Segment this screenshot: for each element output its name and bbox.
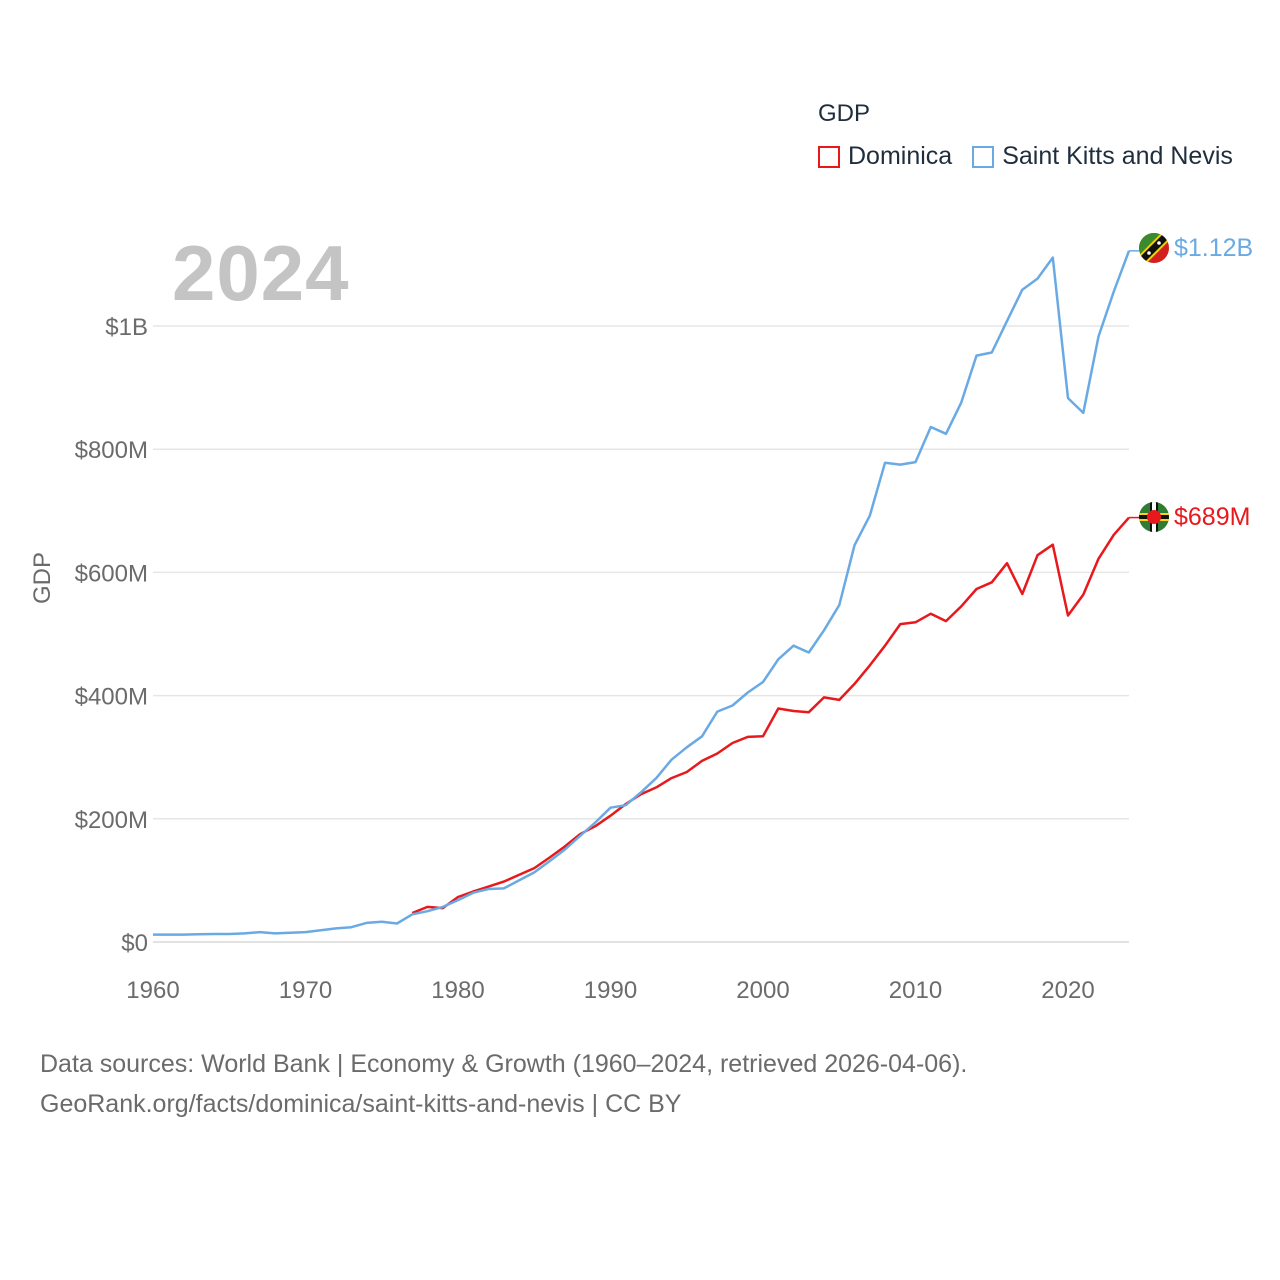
x-tick-label: 1970: [279, 977, 332, 1004]
series-line-dominica: [411, 516, 1130, 915]
legend-label-saint-kitts: Saint Kitts and Nevis: [1002, 142, 1233, 170]
legend: Dominica Saint Kitts and Nevis: [818, 142, 1253, 171]
x-tick-label: 2020: [1041, 977, 1094, 1004]
end-label-dominica: $689M: [1174, 503, 1250, 531]
source-note: Data sources: World Bank | Economy & Gro…: [40, 1044, 967, 1124]
source-line-2[interactable]: GeoRank.org/facts/dominica/saint-kitts-a…: [40, 1090, 682, 1118]
y-tick-label: $200M: [75, 807, 148, 834]
legend-swatch-dominica: [818, 145, 840, 168]
y-tick-label: $0: [121, 930, 148, 957]
x-tick-label: 2000: [736, 977, 789, 1004]
saint-kitts-flag-icon: [1139, 233, 1169, 263]
year-label: 2024: [172, 229, 350, 317]
x-tick-label: 2010: [889, 977, 942, 1004]
y-tick-label: $800M: [75, 437, 148, 464]
end-label-saint-kitts: $1.12B: [1174, 234, 1253, 262]
legend-label-dominica: Dominica: [848, 142, 953, 170]
x-tick-label: 1990: [584, 977, 637, 1004]
series-line-saint-kitts: [153, 250, 1131, 936]
y-tick-label: $600M: [75, 560, 148, 587]
x-tick-label: 1980: [431, 977, 484, 1004]
y-axis-label: GDP: [29, 552, 56, 604]
source-line-1: Data sources: World Bank | Economy & Gro…: [40, 1050, 968, 1078]
legend-item-dominica[interactable]: Dominica: [818, 142, 952, 171]
dominica-flag-icon: [1139, 502, 1169, 532]
y-tick-label: $400M: [75, 684, 148, 711]
legend-item-saint-kitts[interactable]: Saint Kitts and Nevis: [972, 142, 1233, 171]
legend-swatch-saint-kitts: [972, 145, 995, 168]
y-tick-label: $1B: [105, 314, 148, 341]
x-tick-label: 1960: [126, 977, 179, 1004]
legend-title: GDP: [818, 100, 871, 127]
